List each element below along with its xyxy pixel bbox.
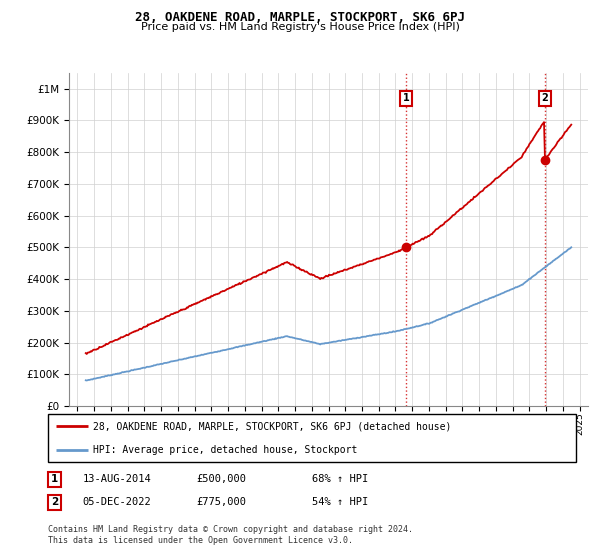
Text: 05-DEC-2022: 05-DEC-2022 xyxy=(82,497,151,507)
Text: 28, OAKDENE ROAD, MARPLE, STOCKPORT, SK6 6PJ: 28, OAKDENE ROAD, MARPLE, STOCKPORT, SK6… xyxy=(135,11,465,24)
Text: 54% ↑ HPI: 54% ↑ HPI xyxy=(312,497,368,507)
Text: 28, OAKDENE ROAD, MARPLE, STOCKPORT, SK6 6PJ (detached house): 28, OAKDENE ROAD, MARPLE, STOCKPORT, SK6… xyxy=(93,421,451,431)
Text: Price paid vs. HM Land Registry's House Price Index (HPI): Price paid vs. HM Land Registry's House … xyxy=(140,22,460,32)
Text: 68% ↑ HPI: 68% ↑ HPI xyxy=(312,474,368,484)
Text: 1: 1 xyxy=(403,93,409,103)
Text: HPI: Average price, detached house, Stockport: HPI: Average price, detached house, Stoc… xyxy=(93,445,357,455)
Text: 2: 2 xyxy=(541,93,548,103)
Text: Contains HM Land Registry data © Crown copyright and database right 2024.
This d: Contains HM Land Registry data © Crown c… xyxy=(48,525,413,545)
Text: £500,000: £500,000 xyxy=(196,474,246,484)
Text: 1: 1 xyxy=(51,474,58,484)
Text: £775,000: £775,000 xyxy=(196,497,246,507)
Text: 13-AUG-2014: 13-AUG-2014 xyxy=(82,474,151,484)
Text: 2: 2 xyxy=(51,497,58,507)
